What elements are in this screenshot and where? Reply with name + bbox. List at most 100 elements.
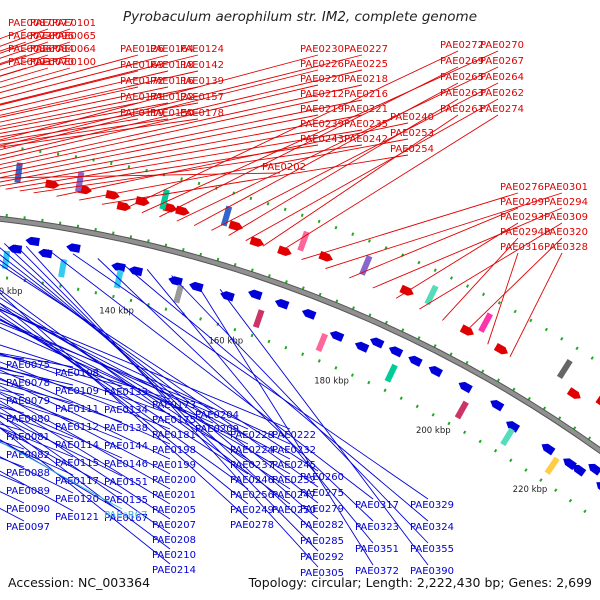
forward-gene-label: PAE0320 bbox=[544, 227, 588, 238]
feature-block bbox=[252, 309, 265, 329]
feature-block bbox=[424, 284, 439, 306]
feature-block bbox=[315, 333, 328, 352]
forward-gene-label: PAE0328 bbox=[544, 242, 588, 253]
forward-gene-label: PAE0122 bbox=[150, 92, 194, 103]
reverse-gene-label: PAE0214 bbox=[152, 565, 196, 576]
reverse-gene-label: PAE0108 bbox=[55, 368, 99, 379]
forward-gene-leader bbox=[0, 86, 169, 123]
forward-gene-label: PAE0263 bbox=[440, 88, 484, 99]
forward-gene-leader bbox=[262, 114, 459, 247]
forward-gene-label: PAE0100 bbox=[52, 57, 96, 68]
reverse-gene-label: PAE0224 bbox=[230, 445, 274, 456]
reverse-gene-label: PAE0089 bbox=[6, 486, 50, 497]
reverse-gene-label: PAE0245 bbox=[272, 460, 316, 471]
reverse-gene-leader bbox=[97, 258, 374, 522]
forward-gene-label: PAE0118 bbox=[150, 60, 194, 71]
reverse-gene-label: PAE0323 bbox=[355, 522, 399, 533]
forward-gene-arrow bbox=[249, 236, 265, 247]
forward-gene-label: PAE0164 bbox=[150, 44, 194, 55]
forward-gene-arrow bbox=[116, 201, 132, 212]
feature-block bbox=[220, 205, 233, 227]
reverse-gene-label: PAE0090 bbox=[6, 504, 50, 515]
forward-gene-leader bbox=[0, 118, 199, 148]
reverse-gene-leader bbox=[146, 269, 374, 544]
feature-block bbox=[556, 358, 573, 380]
reverse-gene-label: PAE0247 bbox=[272, 490, 316, 501]
forward-gene-leader bbox=[0, 54, 139, 94]
reverse-gene-label: PAE0232 bbox=[272, 445, 316, 456]
reverse-gene-leader bbox=[0, 309, 291, 430]
forward-gene-leader bbox=[419, 222, 563, 310]
forward-gene-leader bbox=[0, 118, 139, 142]
reverse-gene-leader bbox=[0, 306, 291, 460]
forward-gene-label: PAE0202 bbox=[262, 162, 306, 173]
reverse-gene-label: PAE0329 bbox=[410, 500, 454, 511]
forward-gene-label: PAE0225 bbox=[344, 59, 388, 70]
forward-gene-leader bbox=[101, 154, 409, 205]
forward-gene-label: PAE0139 bbox=[180, 76, 224, 87]
reverse-gene-arrow bbox=[490, 399, 505, 412]
backbone-arc bbox=[0, 216, 600, 453]
reverse-gene-leader bbox=[0, 392, 171, 490]
reverse-gene-label: PAE0249 bbox=[230, 505, 274, 516]
reverse-gene-label: PAE0088 bbox=[6, 468, 50, 479]
reverse-gene-label: PAE0198 bbox=[152, 445, 196, 456]
reverse-gene-label: PAE0134 bbox=[104, 405, 148, 416]
forward-gene-leader bbox=[0, 54, 363, 147]
reverse-gene-leader bbox=[25, 245, 319, 568]
reverse-gene-label: PAE0112 bbox=[55, 422, 99, 433]
reverse-gene-arrow bbox=[354, 341, 370, 353]
forward-gene-leader bbox=[0, 70, 139, 106]
forward-gene-label: PAE0294 bbox=[544, 197, 588, 208]
forward-gene-leader bbox=[0, 70, 169, 111]
forward-gene-label: PAE0272 bbox=[440, 40, 484, 51]
reverse-gene-label: PAE0250 bbox=[272, 505, 316, 516]
forward-gene-arrow bbox=[105, 189, 120, 200]
forward-gene-label: PAE0254 bbox=[390, 144, 434, 155]
forward-gene-label: PAE0178 bbox=[180, 108, 224, 119]
forward-gene-label: PAE0096 bbox=[30, 31, 74, 42]
reverse-gene-leader bbox=[122, 263, 429, 522]
forward-gene-leader bbox=[0, 86, 199, 127]
forward-gene-label: PAE0064 bbox=[52, 44, 96, 55]
feature-block bbox=[454, 400, 469, 420]
reverse-gene-arrow bbox=[572, 464, 587, 477]
forward-gene-label: PAE0163 bbox=[120, 60, 164, 71]
reverse-gene-arrow bbox=[128, 266, 144, 277]
forward-gene-leader bbox=[301, 192, 519, 261]
forward-gene-label: PAE0270 bbox=[480, 40, 524, 51]
forward-gene-label: PAE0126 bbox=[120, 44, 164, 55]
forward-gene-label: PAE0065 bbox=[52, 31, 96, 42]
reverse-gene-label: PAE0175 bbox=[152, 415, 196, 426]
reverse-gene-arrow bbox=[66, 243, 81, 253]
forward-gene-leader bbox=[0, 129, 319, 187]
reverse-gene-arrow bbox=[428, 366, 443, 378]
reverse-gene-arrow bbox=[388, 346, 404, 358]
forward-gene-label: PAE0240 bbox=[390, 112, 434, 123]
forward-gene-label: PAE0171 bbox=[120, 92, 164, 103]
forward-gene-arrow bbox=[566, 387, 581, 399]
reverse-gene-label: PAE0205 bbox=[152, 505, 196, 516]
reverse-gene-arrow bbox=[274, 298, 290, 310]
forward-gene-arrow bbox=[318, 250, 333, 262]
kbp-label: 220 kbp bbox=[513, 485, 548, 495]
kbp-label: 140 kbp bbox=[99, 307, 134, 317]
reverse-gene-label: PAE0292 bbox=[300, 552, 344, 563]
forward-gene-label: PAE0235 bbox=[344, 119, 388, 130]
feature-block bbox=[359, 255, 373, 276]
feature-block bbox=[478, 312, 493, 333]
reverse-gene-label: PAE0082 bbox=[6, 450, 50, 461]
reverse-gene-label: PAE0355 bbox=[410, 544, 454, 555]
reverse-gene-label: PAE0144 bbox=[104, 441, 148, 452]
reverse-gene-leader bbox=[0, 289, 291, 505]
forward-gene-leader bbox=[0, 41, 71, 66]
reverse-gene-label: PAE0209 bbox=[195, 424, 239, 435]
reverse-gene-label: PAE0390 bbox=[410, 566, 454, 577]
forward-gene-leader bbox=[0, 70, 199, 116]
forward-gene-leader bbox=[464, 237, 563, 333]
reverse-gene-label: PAE0372 bbox=[355, 566, 399, 577]
kbp-label: 160 kbp bbox=[208, 337, 243, 347]
forward-gene-leader bbox=[33, 144, 363, 194]
reverse-gene-label: PAE0285 bbox=[300, 536, 344, 547]
